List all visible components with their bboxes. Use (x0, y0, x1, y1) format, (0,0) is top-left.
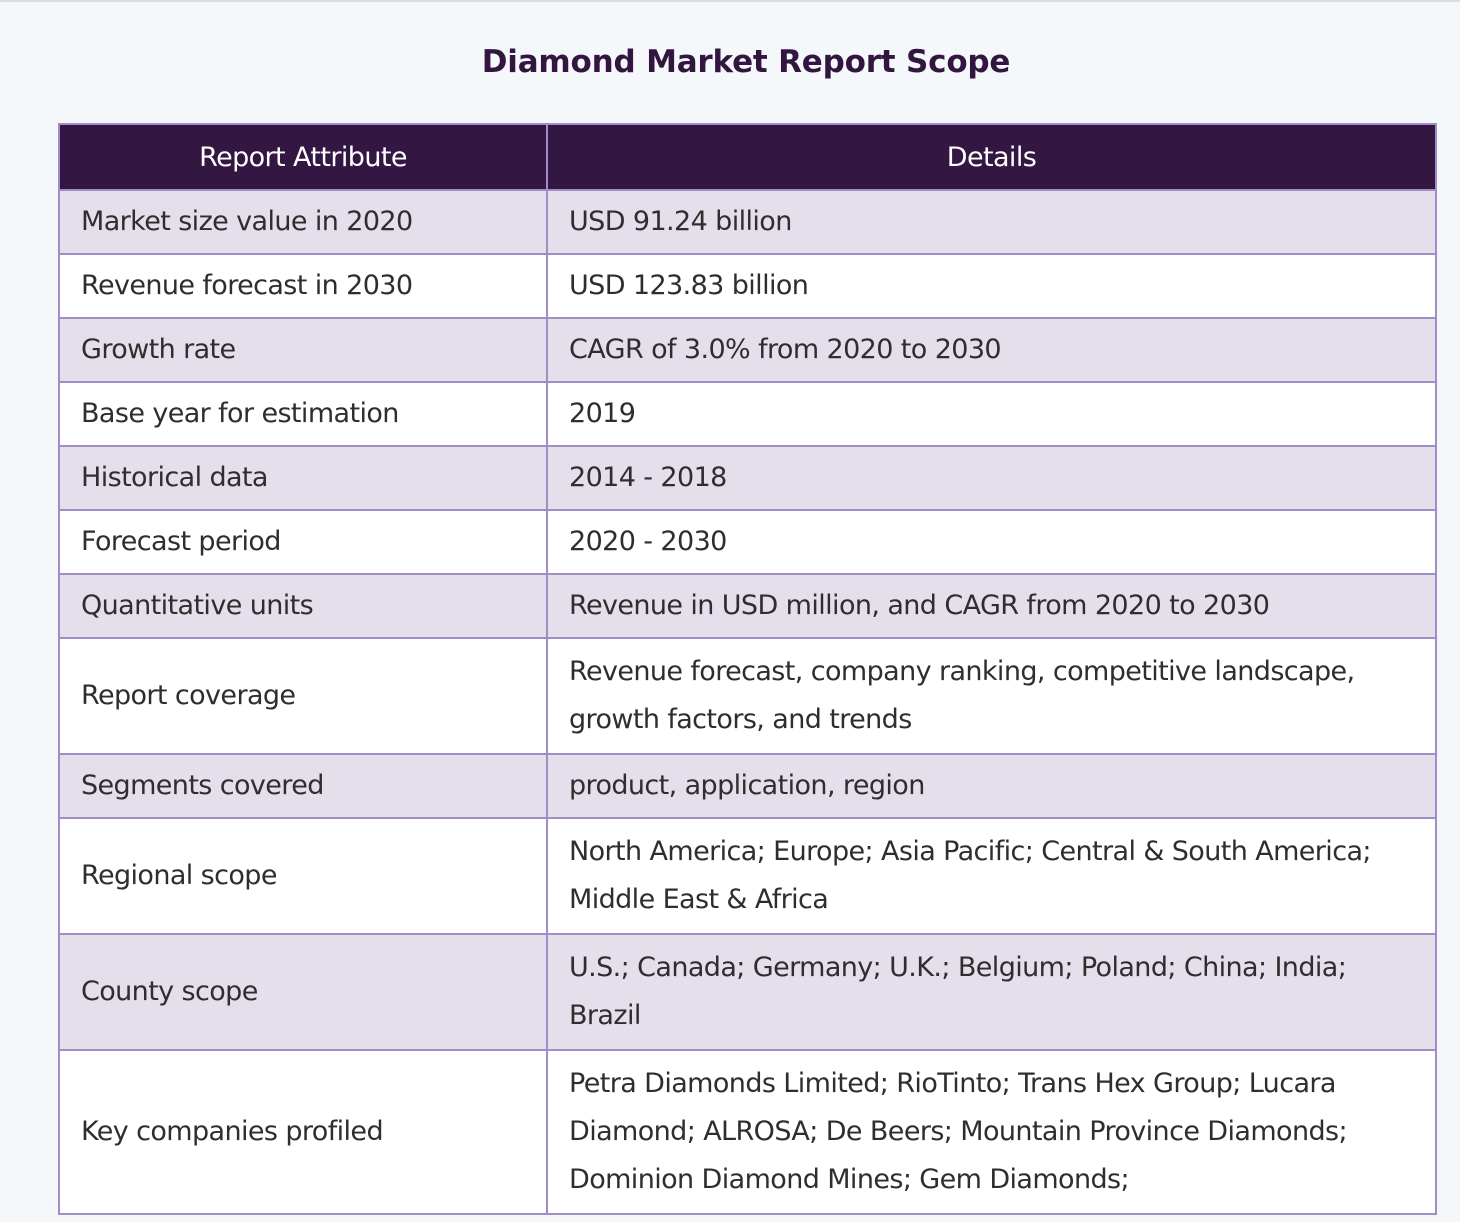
row-details: 2019 (546, 381, 1437, 447)
table-row: Regional scope North America; Europe; As… (58, 817, 1437, 935)
row-attribute: Market size value in 2020 (58, 189, 548, 255)
row-details: U.S.; Canada; Germany; U.K.; Belgium; Po… (546, 933, 1437, 1051)
table-row: Forecast period 2020 - 2030 (58, 509, 1437, 575)
row-details: CAGR of 3.0% from 2020 to 2030 (546, 317, 1437, 383)
row-details: product, application, region (546, 753, 1437, 819)
row-details: Revenue forecast, company ranking, compe… (546, 637, 1437, 755)
row-details: 2014 - 2018 (546, 445, 1437, 511)
report-scope-table: Report Attribute Details Market size val… (58, 123, 1437, 1215)
row-details: North America; Europe; Asia Pacific; Cen… (546, 817, 1437, 935)
row-details: USD 91.24 billion (546, 189, 1437, 255)
table-row: Quantitative units Revenue in USD millio… (58, 573, 1437, 639)
table-row: Segments covered product, application, r… (58, 753, 1437, 819)
table-row: Base year for estimation 2019 (58, 381, 1437, 447)
row-details: 2020 - 2030 (546, 509, 1437, 575)
row-attribute: Historical data (58, 445, 548, 511)
page-title: Diamond Market Report Scope (481, 44, 1011, 80)
table-row: Growth rate CAGR of 3.0% from 2020 to 20… (58, 317, 1437, 383)
row-attribute: County scope (58, 933, 548, 1051)
row-attribute: Base year for estimation (58, 381, 548, 447)
report-scope-table-container: Report Attribute Details Market size val… (58, 123, 1437, 1215)
row-attribute: Forecast period (58, 509, 548, 575)
table-header-row: Report Attribute Details (58, 123, 1437, 191)
header-report-attribute: Report Attribute (58, 123, 548, 191)
header-details: Details (546, 123, 1437, 191)
table-row: Key companies profiled Petra Diamonds Li… (58, 1049, 1437, 1215)
table-row: Market size value in 2020 USD 91.24 bill… (58, 189, 1437, 255)
row-attribute: Growth rate (58, 317, 548, 383)
row-attribute: Regional scope (58, 817, 548, 935)
row-details: USD 123.83 billion (546, 253, 1437, 319)
row-attribute: Report coverage (58, 637, 548, 755)
row-details: Petra Diamonds Limited; RioTinto; Trans … (546, 1049, 1437, 1215)
table-row: Revenue forecast in 2030 USD 123.83 bill… (58, 253, 1437, 319)
row-attribute: Revenue forecast in 2030 (58, 253, 548, 319)
row-attribute: Key companies profiled (58, 1049, 548, 1215)
row-attribute: Quantitative units (58, 573, 548, 639)
row-attribute: Segments covered (58, 753, 548, 819)
table-row: County scope U.S.; Canada; Germany; U.K.… (58, 933, 1437, 1051)
table-row: Report coverage Revenue forecast, compan… (58, 637, 1437, 755)
table-row: Historical data 2014 - 2018 (58, 445, 1437, 511)
row-details: Revenue in USD million, and CAGR from 20… (546, 573, 1437, 639)
